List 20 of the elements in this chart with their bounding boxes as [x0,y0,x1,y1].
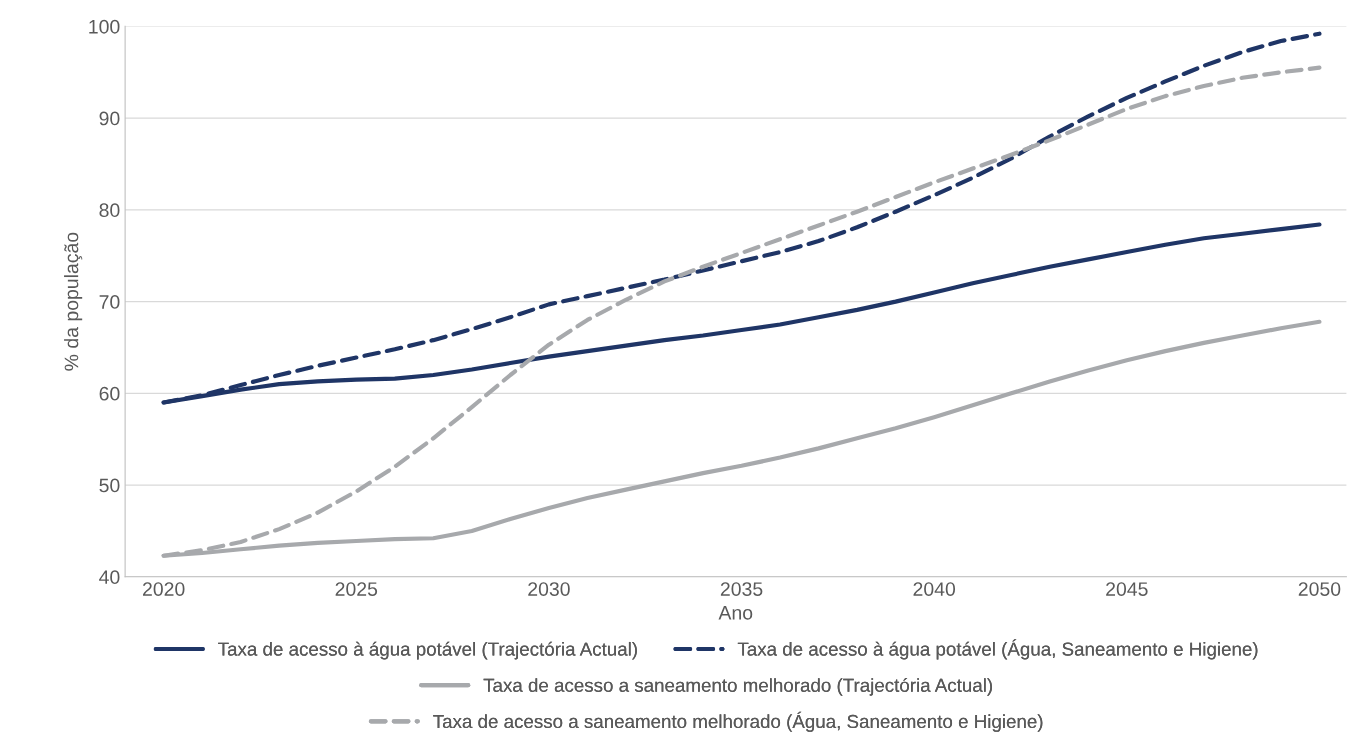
y-tick-label: 50 [99,478,120,493]
y-axis-title: % da população [64,232,83,371]
x-tick-label: 2045 [1106,582,1148,596]
x-tick-label: 2040 [913,582,956,596]
y-tick-label: 80 [99,203,120,218]
y-tick-label: 70 [99,295,120,309]
y-tick-label: 100 [89,19,120,34]
y-tick-label: 60 [99,386,120,401]
x-tick-label: 2050 [1298,582,1341,596]
x-tick-label: 2025 [335,582,378,596]
legend-label: Taxa de acesso à água potável (Trajectória Actual) [218,641,637,660]
x-tick-label: 2035 [720,582,763,596]
legend-label: Taxa de acesso à água potável (Água, Saneamento e Higiene) [737,639,1258,660]
legend-label: Taxa de acesso a saneamento melhorado (Água, Saneamento e Higiene) [433,711,1043,732]
legend-label: Taxa de acesso a saneamento melhorado (Trajectória Actual) [483,677,992,696]
y-tick-label: 40 [99,570,120,585]
x-tick-label: 2020 [143,582,185,596]
y-tick-label: 90 [99,111,120,126]
x-tick-label: 2030 [528,582,570,596]
x-axis-title: Ano [718,606,753,620]
